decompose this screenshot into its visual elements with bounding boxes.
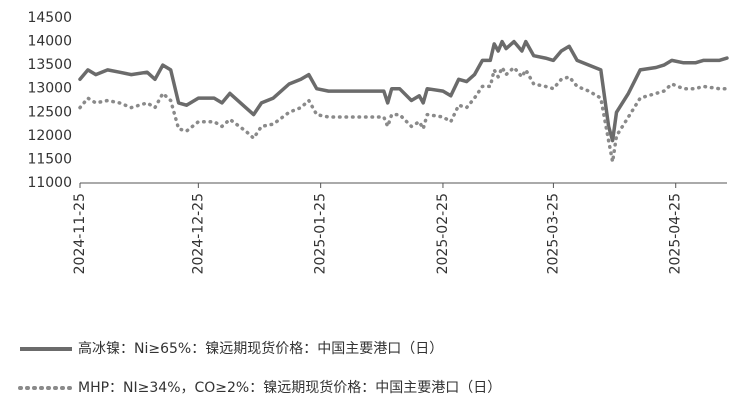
x-tick-label: 2025-03-25 xyxy=(545,193,561,274)
x-tick-label: 2025-01-25 xyxy=(313,193,329,274)
x-tick-label: 2024-11-25 xyxy=(72,193,88,274)
y-tick-label: 13500 xyxy=(27,57,72,73)
y-tick-label: 14000 xyxy=(27,34,72,50)
y-tick-label: 13000 xyxy=(27,81,72,97)
x-tick-label: 2025-02-25 xyxy=(435,193,451,274)
series-line xyxy=(78,65,729,164)
legend-label: MHP：NI≥34%，CO≥2%：镍远期现货价格：中国主要港口（日） xyxy=(78,379,501,396)
y-tick-label: 11000 xyxy=(27,175,72,191)
x-tick-label: 2024-12-25 xyxy=(190,193,206,274)
legend-label: 高冰镍：Ni≥65%：镍远期现货价格：中国主要港口（日） xyxy=(78,340,443,357)
y-tick-label: 12000 xyxy=(27,128,72,144)
series-line xyxy=(78,39,729,143)
y-tick-label: 11500 xyxy=(27,151,72,167)
y-tick-label: 14500 xyxy=(27,10,72,26)
x-tick-label: 2025-04-25 xyxy=(668,193,684,274)
y-tick-label: 12500 xyxy=(27,104,72,120)
